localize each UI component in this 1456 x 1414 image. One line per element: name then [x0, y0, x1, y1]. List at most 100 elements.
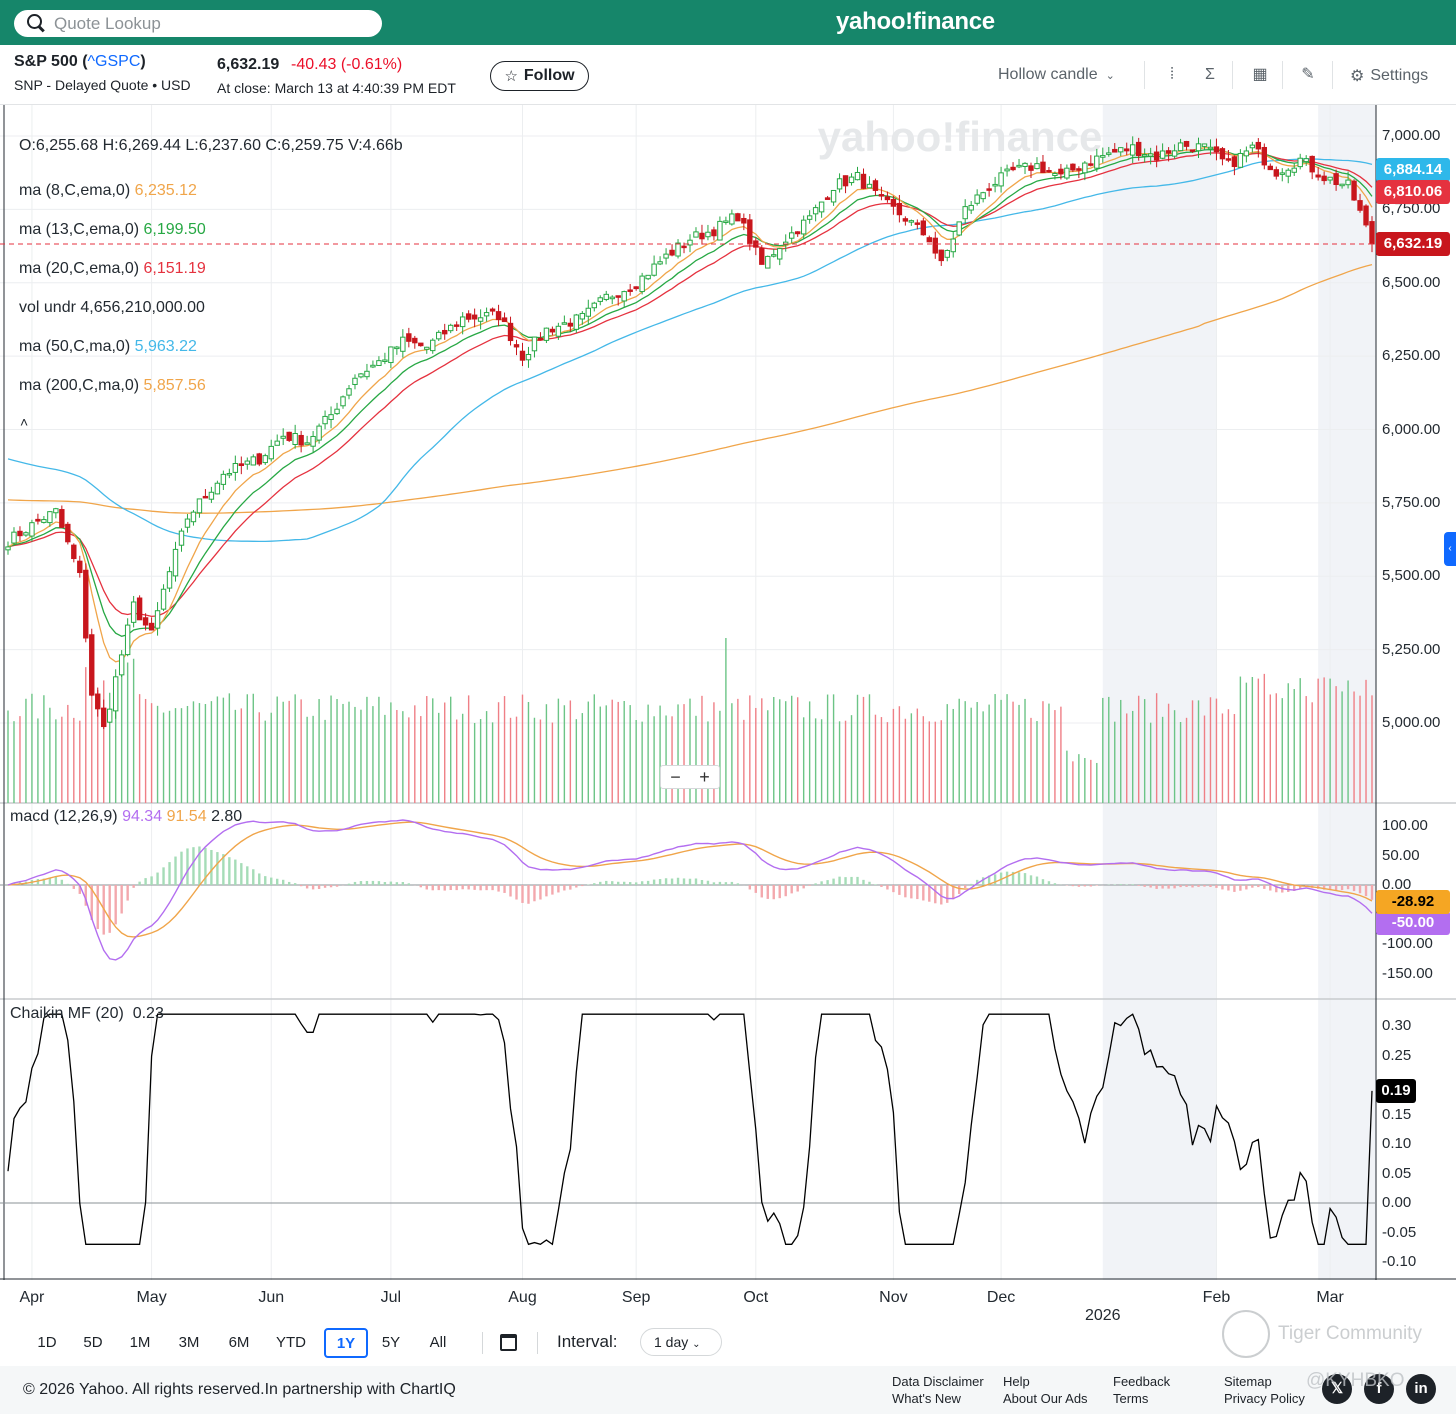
study-legend-item: ma (50,C,ma,0) 5,963.22: [19, 338, 197, 356]
price-tick-label: 5,000.00: [1382, 714, 1441, 731]
candle-body: [304, 442, 310, 445]
study-value: 6,235.12: [134, 182, 197, 199]
footer: © 2026 Yahoo. All rights reserved.In par…: [0, 1366, 1456, 1414]
indicators-icon[interactable]: Σ: [1205, 66, 1215, 83]
macd-value: 94.34: [122, 808, 163, 825]
month-label: Feb: [1202, 1289, 1231, 1306]
collapse-legend-button[interactable]: ˄: [20, 414, 29, 430]
month-label: May: [136, 1289, 167, 1306]
candle-body: [1249, 144, 1256, 149]
compare-icon[interactable]: ⦙: [1170, 66, 1174, 83]
side-panel-toggle[interactable]: ‹: [1444, 532, 1456, 566]
footer-link[interactable]: What's New: [892, 1391, 961, 1406]
candle-body: [280, 435, 286, 439]
linkedin-icon[interactable]: in: [1406, 1374, 1436, 1404]
candle-body: [1213, 146, 1220, 153]
footer-link[interactable]: Sitemap: [1224, 1374, 1272, 1389]
study-name: vol undr: [19, 299, 81, 316]
candle-body: [418, 342, 424, 347]
footer-link[interactable]: Terms: [1113, 1391, 1149, 1406]
x-social-icon[interactable]: 𝕏: [1322, 1374, 1352, 1404]
study-legend-item: ma (200,C,ma,0) 5,857.56: [19, 377, 206, 395]
quote-lookup[interactable]: [14, 10, 382, 37]
candle-body: [1243, 150, 1250, 157]
chart-type-select[interactable]: Hollow candle ⌄: [998, 66, 1115, 83]
follow-button[interactable]: ☆ Follow: [490, 61, 589, 91]
draw-icon[interactable]: ✎: [1301, 66, 1315, 83]
candle-body: [902, 218, 909, 222]
candle-body: [1321, 175, 1327, 182]
brand-logo[interactable]: yahoo!finance: [836, 8, 995, 35]
candle-body: [771, 254, 777, 257]
period-5y[interactable]: 5Y: [374, 1328, 408, 1358]
candle-body: [741, 217, 747, 224]
calendar-icon[interactable]: [500, 1334, 517, 1351]
candle-body: [5, 546, 11, 551]
candle-body: [609, 296, 615, 300]
candles: [5, 136, 1375, 730]
price-tick-label: 6,250.00: [1382, 347, 1441, 365]
candle-body: [340, 396, 346, 407]
candle-body: [633, 286, 639, 290]
candle-body: [525, 353, 532, 361]
settings-button[interactable]: ⚙ Settings: [1350, 67, 1429, 85]
candle-body: [705, 231, 711, 238]
interval-select[interactable]: 1 day ⌄: [640, 1328, 722, 1356]
candle-body: [107, 708, 113, 723]
price-chart[interactable]: yahoo!finance: [0, 105, 1456, 1290]
candle-body: [998, 172, 1004, 187]
candle-body: [101, 707, 107, 728]
period-ytd[interactable]: YTD: [274, 1328, 308, 1358]
candle-body: [1183, 140, 1190, 147]
price-pill: 6,884.14: [1376, 158, 1450, 182]
period-3m[interactable]: 3M: [172, 1328, 206, 1358]
candle-body: [1345, 179, 1351, 186]
footer-link[interactable]: Help: [1003, 1374, 1030, 1389]
candle-body: [262, 455, 268, 464]
candle-body: [986, 188, 992, 191]
candle-body: [17, 530, 23, 537]
candle-body: [615, 295, 621, 298]
chaikin-legend: Chaikin MF (20) 0.23: [10, 1005, 164, 1022]
candle-body: [579, 312, 586, 320]
candle-body: [1147, 153, 1154, 157]
period-5d[interactable]: 5D: [76, 1328, 110, 1358]
candle-body: [513, 344, 520, 348]
ticker-symbol[interactable]: ^GSPC: [87, 53, 141, 70]
period-all[interactable]: All: [421, 1328, 455, 1358]
study-name: ma (20,C,ema,0): [19, 260, 144, 277]
footer-link[interactable]: Data Disclaimer: [892, 1374, 984, 1389]
candle-body: [1273, 169, 1279, 177]
macd-line: [7, 819, 1373, 961]
zoom-in-button[interactable]: +: [699, 767, 710, 787]
zoom-control[interactable]: − +: [660, 765, 720, 789]
zoom-out-button[interactable]: −: [670, 767, 681, 787]
footer-link[interactable]: Privacy Policy: [1224, 1391, 1305, 1406]
candle-body: [382, 359, 388, 362]
month-label: Mar: [1316, 1289, 1344, 1306]
candle-body: [812, 207, 819, 215]
search-input[interactable]: [54, 13, 354, 34]
events-icon[interactable]: ▦: [1252, 66, 1268, 83]
chaikin-tick-label: 0.05: [1382, 1164, 1412, 1182]
candle-body: [316, 425, 322, 441]
candle-body: [1165, 150, 1172, 154]
candle-body: [956, 221, 962, 236]
period-6m[interactable]: 6M: [222, 1328, 256, 1358]
facebook-icon[interactable]: f: [1364, 1374, 1394, 1404]
candle-body: [184, 518, 191, 528]
candle-body: [866, 183, 873, 189]
period-1d[interactable]: 1D: [30, 1328, 64, 1358]
candle-body: [11, 531, 17, 544]
period-1y[interactable]: 1Y: [324, 1328, 368, 1358]
footer-link[interactable]: Feedback: [1113, 1374, 1171, 1389]
macd-histogram-value: 2.80: [211, 808, 243, 825]
candle-body: [992, 183, 998, 187]
period-divider: [482, 1332, 483, 1354]
period-1m[interactable]: 1M: [123, 1328, 157, 1358]
footer-link[interactable]: About Our Ads: [1003, 1391, 1088, 1406]
candle-body: [1195, 143, 1202, 152]
candle-body: [729, 213, 735, 225]
candle-body: [597, 297, 603, 302]
candle-body: [388, 346, 394, 364]
